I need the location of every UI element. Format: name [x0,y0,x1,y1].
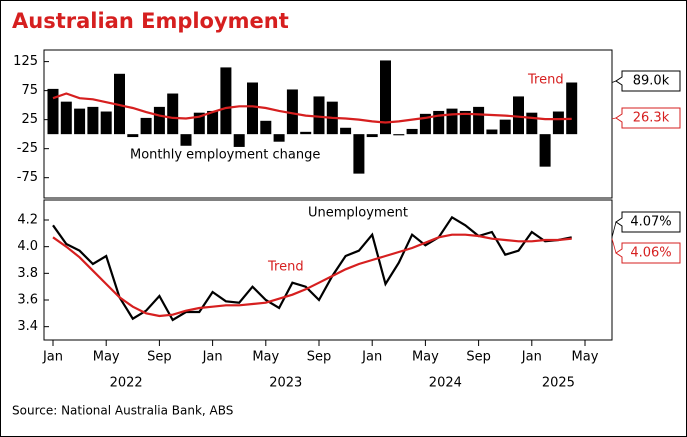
bar [526,112,538,135]
bar [433,110,445,135]
year-label: 2025 [542,376,575,391]
bar [180,134,192,146]
bar [513,96,524,135]
x-tick-label: May [252,350,279,365]
bar [247,82,258,135]
bar [340,127,352,135]
x-tick-label: Jan [361,350,382,365]
x-tick-label: May [93,350,120,365]
series-label: Trend [267,260,304,275]
line [52,233,572,318]
bar [193,112,205,135]
end-label-leader [611,80,617,83]
year-label: 2022 [110,376,143,391]
series-label: Unemployment [308,206,408,221]
bar [87,106,99,135]
bar [60,101,72,135]
y-tick-label: -25 [17,141,38,156]
bar [127,134,139,138]
x-tick-label: Sep [307,350,332,365]
series-label: Monthly employment change [130,148,320,163]
y-tick-label: 3.8 [17,266,38,281]
x-tick-label: Jan [42,350,63,365]
end-label-box [615,70,681,92]
x-tick-label: May [572,350,599,365]
y-tick-label: 3.6 [17,293,38,308]
year-label: 2023 [269,376,302,391]
end-label-leader [611,117,617,120]
bar [313,96,325,135]
bar [153,106,165,135]
chart-title: Australian Employment [12,9,289,33]
series-label: Trend [527,73,564,88]
end-label-leader [611,238,617,254]
bar [47,88,59,135]
bar [260,120,272,135]
bar [473,106,485,135]
end-label-box [615,242,681,264]
end-label: 89.0k [633,74,670,89]
y-tick-label: 75 [21,83,38,98]
bar [233,134,245,147]
bar [353,134,365,174]
bar [566,82,578,135]
line [52,215,572,322]
top-panel-frame [43,49,613,199]
end-label-box [615,211,681,233]
y-tick-label: -75 [17,170,38,185]
x-tick-label: May [412,350,439,365]
bar [286,89,298,135]
y-tick-label: 4.2 [17,213,38,228]
bar [140,117,152,135]
end-label-box [615,107,681,129]
bar [406,128,418,135]
bar [207,110,219,135]
line [52,92,572,124]
bar [446,108,458,135]
y-tick-label: 4.0 [17,239,38,254]
bar [552,111,564,135]
bar [273,134,285,142]
bar [380,60,391,135]
x-tick-label: Sep [466,350,491,365]
bar [167,93,179,135]
bar [539,134,551,167]
bar [366,134,378,138]
end-label-leader [611,221,617,238]
bar [459,110,471,135]
end-label: 4.07% [630,215,671,230]
bar [393,134,405,136]
year-label: 2024 [429,376,462,391]
bottom-panel-frame [43,199,613,341]
y-tick-label: 3.4 [17,319,38,334]
bar [220,67,232,135]
end-label: 4.06% [630,246,671,261]
bar [100,111,112,135]
end-label: 26.3k [633,111,670,126]
x-tick-label: Jan [521,350,542,365]
bar [74,108,86,135]
source: Source: National Australia Bank, ABS [12,404,233,418]
bar [486,129,498,135]
y-tick-label: 125 [13,54,38,69]
x-tick-label: Jan [202,350,223,365]
bar [419,113,431,135]
bar [499,119,511,135]
bar [300,131,312,135]
x-tick-label: Sep [147,350,172,365]
y-tick-label: 25 [21,112,38,127]
